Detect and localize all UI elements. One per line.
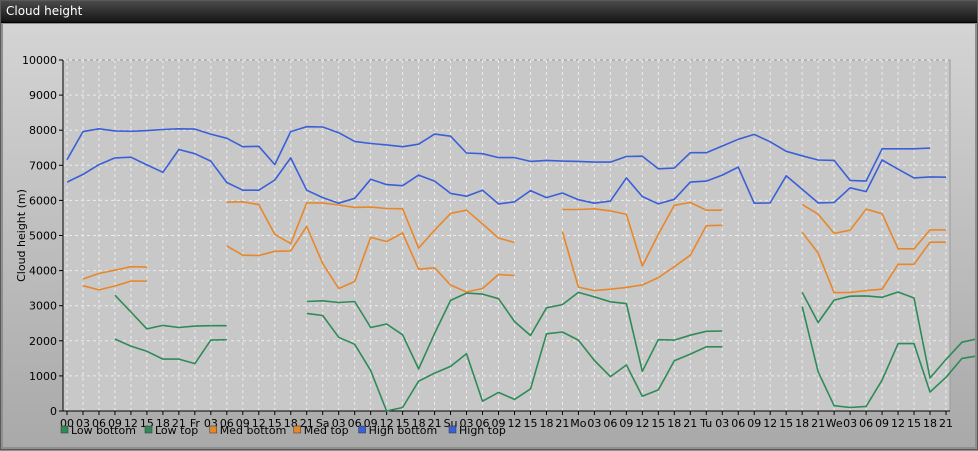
y-tick-label: 0 <box>50 405 57 418</box>
legend-swatch <box>358 425 366 434</box>
x-tick-label: 06 <box>731 417 745 430</box>
y-tick-label: 9000 <box>29 89 57 102</box>
x-tick-label: 03 <box>843 417 857 430</box>
series-line-high-top <box>66 125 931 182</box>
x-tick-label: 12 <box>763 417 777 430</box>
x-tick-label: 06 <box>348 417 362 430</box>
x-tick-label: 12 <box>380 417 394 430</box>
x-tick-label: Sa <box>316 417 330 430</box>
x-tick-label: 21 <box>172 417 186 430</box>
x-tick-label: 18 <box>156 417 170 430</box>
x-tick-label: 15 <box>907 417 921 430</box>
chart-panel: 0 1000 2000 3000 4000 5000 6000 7000 8000 9000 100… <box>3 24 978 447</box>
x-tick-label: 12 <box>635 417 649 430</box>
series-line-low-bottom <box>114 338 227 365</box>
legend-swatch <box>60 425 69 434</box>
x-tick-label: 15 <box>779 417 793 430</box>
legend-swatch <box>293 425 302 434</box>
x-tick-label: 03 <box>332 417 346 430</box>
x-tick-label: 03 <box>715 417 729 430</box>
x-tick-label: 12 <box>252 417 266 430</box>
title-bar: Cloud height <box>1 1 977 23</box>
x-tick-label: 15 <box>268 417 282 430</box>
series-line-high-bottom <box>66 148 947 205</box>
y-axis-label: Cloud height (m) <box>15 189 28 282</box>
series-line-low-top <box>306 291 723 373</box>
x-tick-label: 15 <box>396 417 410 430</box>
x-tick-label: 06 <box>92 417 106 430</box>
y-tick-label: 10000 <box>22 54 57 67</box>
cloud-height-chart: 0 1000 2000 3000 4000 5000 6000 7000 8000 9000 100… <box>15 54 978 437</box>
legend-entry: Med top <box>304 424 349 437</box>
legend-entry: Low top <box>155 424 198 437</box>
series-line-med-top <box>801 203 946 250</box>
series-line-low-top <box>114 294 227 330</box>
x-tick-label: 18 <box>923 417 937 430</box>
x-tick-label: 09 <box>236 417 250 430</box>
series-line-med-top <box>226 201 515 249</box>
y-tick-label: 6000 <box>29 194 57 207</box>
series-line-med-bottom <box>82 280 147 291</box>
series-line-med-top <box>82 265 147 280</box>
x-tick-label: 09 <box>619 417 633 430</box>
legend-swatch <box>144 425 153 434</box>
y-tick-label: 3000 <box>29 300 57 313</box>
x-tick-label: 18 <box>667 417 681 430</box>
x-tick-label: 12 <box>507 417 521 430</box>
series-line-med-bottom <box>801 231 946 294</box>
x-tick-label: 09 <box>875 417 889 430</box>
series-line-low-bottom <box>801 306 978 409</box>
x-tick-label: Mo <box>570 417 586 430</box>
x-tick-label: 03 <box>76 417 90 430</box>
x-tick-label: Tu <box>699 417 712 430</box>
window-title: Cloud height <box>6 4 83 18</box>
x-tick-label: 21 <box>683 417 697 430</box>
y-tick-label: 5000 <box>29 230 57 243</box>
x-tick-label: 06 <box>603 417 617 430</box>
y-tick-label: 4000 <box>29 265 57 278</box>
x-tick-label: 09 <box>492 417 506 430</box>
legend-entry: High top <box>459 424 506 437</box>
y-tick-label: 1000 <box>29 370 57 383</box>
x-tick-label: 15 <box>523 417 537 430</box>
series-line-med-top <box>562 201 723 267</box>
legend-swatch <box>448 425 457 434</box>
x-tick-label: 18 <box>539 417 553 430</box>
legend-swatch <box>209 425 218 434</box>
legend-entry: Med bottom <box>220 424 287 437</box>
x-tick-label: 21 <box>811 417 825 430</box>
x-tick-label: 15 <box>651 417 665 430</box>
x-tick-label: 06 <box>476 417 490 430</box>
series-line-med-bottom <box>226 225 515 293</box>
x-tick-label: 09 <box>747 417 761 430</box>
x-tick-label: We <box>826 417 843 430</box>
x-tick-label: 06 <box>220 417 234 430</box>
x-tick-label: Fr <box>190 417 201 430</box>
x-tick-label: 21 <box>428 417 442 430</box>
legend-entry: High bottom <box>369 424 438 437</box>
y-tick-label: 2000 <box>29 335 57 348</box>
series-line-low-top <box>801 291 978 379</box>
x-tick-label: 12 <box>891 417 905 430</box>
x-tick-label: 03 <box>587 417 601 430</box>
x-tick-label: 09 <box>364 417 378 430</box>
series-line-med-bottom <box>561 224 723 292</box>
x-tick-label: 03 <box>460 417 474 430</box>
y-tick-label: 7000 <box>29 159 57 172</box>
series-line-low-bottom <box>306 312 723 412</box>
x-tick-label: 09 <box>108 417 122 430</box>
x-tick-label: 12 <box>124 417 138 430</box>
x-tick-label: 21 <box>300 417 314 430</box>
x-tick-label: 21 <box>555 417 569 430</box>
x-tick-label: 21 <box>939 417 953 430</box>
x-tick-label: 18 <box>795 417 809 430</box>
x-tick-label: 18 <box>412 417 426 430</box>
y-tick-label: 8000 <box>29 124 57 137</box>
x-tick-label: 06 <box>859 417 873 430</box>
legend-entry: Low bottom <box>71 424 136 437</box>
